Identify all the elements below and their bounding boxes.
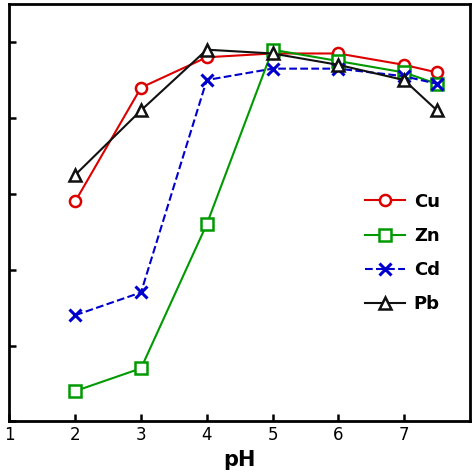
Zn — [270, 47, 275, 53]
Pb — [138, 108, 144, 113]
Pb — [204, 47, 210, 53]
Cu — [138, 85, 144, 91]
Pb — [270, 51, 275, 56]
Cu — [336, 51, 341, 56]
Cu — [270, 51, 275, 56]
Cd — [336, 66, 341, 72]
Pb — [336, 62, 341, 68]
Cu — [204, 55, 210, 60]
Zn — [336, 58, 341, 64]
Cd — [138, 290, 144, 295]
Pb — [73, 172, 78, 178]
Cu — [401, 62, 407, 68]
Zn — [204, 221, 210, 227]
Cd — [434, 81, 440, 87]
X-axis label: pH: pH — [223, 450, 256, 470]
Zn — [138, 365, 144, 371]
Line: Zn: Zn — [70, 44, 443, 397]
Legend: Cu, Zn, Cd, Pb: Cu, Zn, Cd, Pb — [358, 185, 447, 320]
Cd — [204, 77, 210, 83]
Zn — [73, 388, 78, 394]
Pb — [401, 77, 407, 83]
Zn — [401, 70, 407, 75]
Cu — [434, 70, 440, 75]
Cd — [270, 66, 275, 72]
Line: Cu: Cu — [70, 48, 443, 207]
Line: Cd: Cd — [69, 63, 443, 321]
Cd — [401, 73, 407, 79]
Cu — [73, 199, 78, 204]
Zn — [434, 81, 440, 87]
Cd — [73, 312, 78, 318]
Pb — [434, 108, 440, 113]
Line: Pb: Pb — [70, 44, 443, 181]
